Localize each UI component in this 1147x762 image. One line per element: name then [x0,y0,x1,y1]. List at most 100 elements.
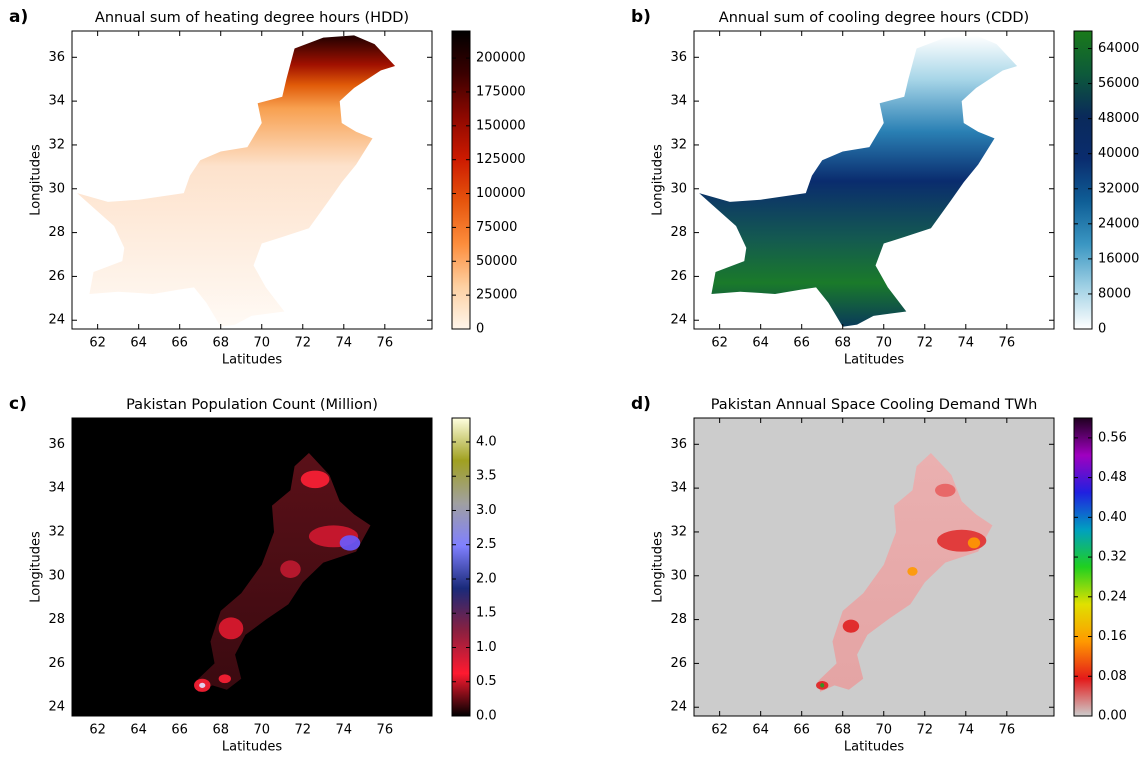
x-tick-label: 66 [171,723,188,738]
hotspot [935,483,956,497]
map [699,35,1018,327]
y-tick-label: 36 [48,437,65,452]
hotspot [967,537,981,549]
colorbar-tick-label: 125000 [476,152,526,167]
colorbar-tick-label: 2.5 [476,537,497,552]
colorbar-tick-label: 200000 [476,51,526,66]
y-tick-label: 34 [670,94,687,109]
x-tick-label: 66 [793,336,810,351]
panel-label: c) [9,394,27,414]
colorbar-tick-label: 1.0 [476,640,497,655]
colorbar [451,417,471,717]
chart-title: Annual sum of heating degree hours (HDD) [95,10,409,26]
x-tick-label: 64 [130,336,147,351]
x-axis-label: Latitudes [844,353,905,368]
colorbar-tick-label: 3.0 [476,503,497,518]
x-tick-label: 70 [875,723,892,738]
y-tick-label: 34 [48,94,65,109]
x-tick-label: 70 [253,336,270,351]
y-tick-label: 26 [670,269,687,284]
panel-label: a) [9,7,28,27]
colorbar-tick-label: 0.40 [1098,510,1127,525]
panel-label: d) [631,394,651,414]
colorbar-tick-label: 0 [476,322,484,337]
x-tick-label: 66 [793,723,810,738]
x-tick-label: 74 [958,336,975,351]
x-tick-label: 76 [377,723,394,738]
hotspot [907,567,918,576]
y-tick-label: 30 [48,181,65,196]
colorbar-tick-label: 0.08 [1098,669,1127,684]
colorbar-tick-label: 100000 [476,186,526,201]
y-axis-label: Longitudes [651,531,666,603]
x-tick-label: 64 [130,723,147,738]
colorbar-tick-label: 4.0 [476,434,497,449]
colorbar-tick-label: 0 [1098,322,1106,337]
y-tick-label: 36 [670,437,687,452]
colorbar-tick-label: 25000 [476,288,517,303]
x-tick-label: 72 [294,723,311,738]
y-tick-label: 26 [48,269,65,284]
chart-title: Pakistan Annual Space Cooling Demand TWh [711,397,1038,413]
x-tick-label: 76 [999,336,1016,351]
colorbar [1073,30,1093,330]
colorbar-tick-label: 1.5 [476,606,497,621]
x-axis-label: Latitudes [222,740,283,755]
colorbar-tick-label: 175000 [476,84,526,99]
y-tick-label: 34 [670,481,687,496]
y-axis-label: Longitudes [29,144,44,216]
country-shape [77,35,396,327]
map [77,35,396,327]
x-tick-label: 66 [171,336,188,351]
x-tick-label: 74 [958,723,975,738]
x-tick-label: 70 [875,336,892,351]
y-tick-label: 32 [48,524,65,539]
y-tick-label: 28 [670,225,687,240]
colorbar-tick-label: 2.0 [476,571,497,586]
x-tick-label: 68 [834,336,851,351]
hotspot [339,535,361,551]
y-tick-label: 28 [48,612,65,627]
panel-label: b) [631,7,651,27]
colorbar-tick-label: 0.0 [476,709,497,724]
plot-background [72,418,432,716]
map [816,453,993,692]
x-tick-label: 74 [336,723,353,738]
colorbar-tick-label: 32000 [1098,181,1139,196]
y-tick-label: 32 [670,137,687,152]
y-tick-label: 30 [670,181,687,196]
y-tick-label: 34 [48,481,65,496]
x-tick-label: 64 [752,336,769,351]
colorbar-tick-label: 48000 [1098,111,1139,126]
colorbar-tick-label: 40000 [1098,146,1139,161]
x-tick-label: 68 [212,723,229,738]
colorbar-tick-label: 16000 [1098,251,1139,266]
y-tick-label: 36 [48,50,65,65]
colorbar-tick-label: 0.16 [1098,629,1127,644]
country-shape [699,35,1018,327]
country-shape [818,453,993,692]
x-tick-label: 62 [89,723,106,738]
x-tick-label: 72 [916,723,933,738]
colorbar-tick-label: 0.32 [1098,550,1127,565]
y-axis-label: Longitudes [29,531,44,603]
hotspot [820,683,825,688]
y-tick-label: 32 [48,137,65,152]
colorbar [451,30,471,330]
hotspot [218,674,231,684]
hotspot [300,470,330,489]
y-axis-label: Longitudes [651,144,666,216]
x-axis-label: Latitudes [222,353,283,368]
plot-frame [71,417,433,717]
colorbar-tick-label: 0.00 [1098,709,1127,724]
x-tick-label: 62 [711,336,728,351]
y-tick-label: 26 [48,656,65,671]
x-tick-label: 70 [253,723,270,738]
y-tick-label: 24 [48,700,65,715]
plot-background [694,418,1054,716]
chart-title: Pakistan Population Count (Million) [126,397,378,413]
x-axis-label: Latitudes [844,740,905,755]
x-tick-label: 68 [834,723,851,738]
x-tick-label: 76 [999,723,1016,738]
